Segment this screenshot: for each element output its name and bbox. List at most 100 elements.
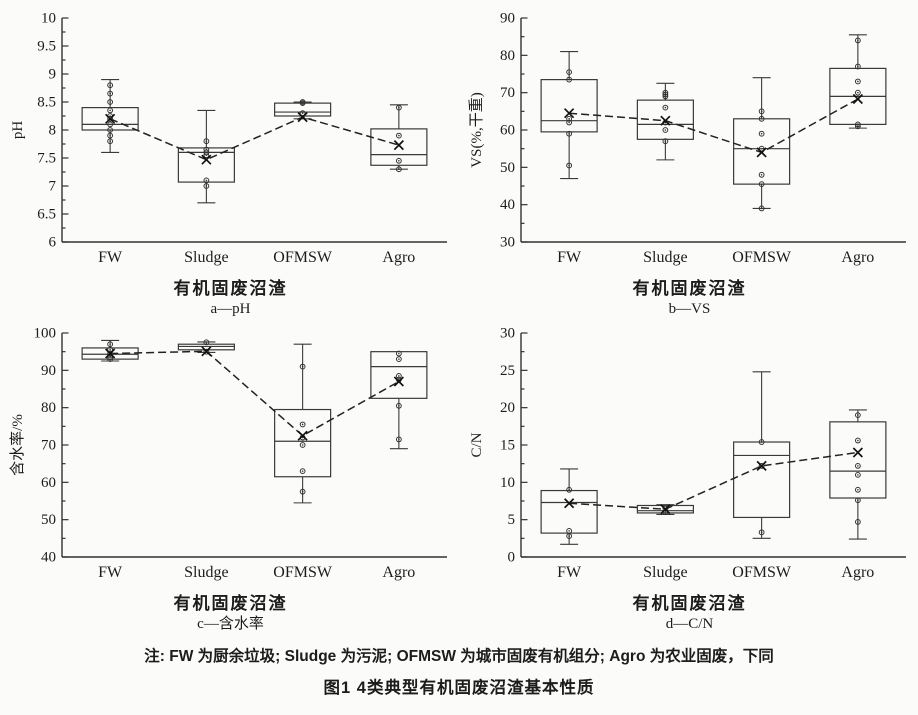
data-point-dot [109, 92, 111, 95]
data-point [299, 100, 306, 107]
data-point-dot [760, 531, 763, 534]
y-tick-label: 70 [500, 85, 515, 101]
mean-marker [660, 115, 671, 126]
data-point [854, 78, 861, 85]
data-point [395, 373, 402, 379]
data-point [203, 183, 210, 189]
data-point-dot [109, 140, 111, 142]
y-axis-title: C/N [469, 432, 485, 457]
data-point-dot [760, 174, 763, 176]
data-point-dot [398, 134, 400, 137]
data-point-dot [760, 110, 763, 113]
data-point [758, 171, 765, 178]
figure-title: 图1 4类典型有机固废沼渣基本性质 [323, 679, 595, 697]
data-point-dot [109, 109, 111, 112]
data-point [662, 127, 669, 133]
data-point-dot [760, 207, 763, 210]
data-point [203, 339, 210, 346]
data-point [299, 488, 306, 495]
boxplot-a-ph: 6 6.5 7 7.5 8 8.5 9 9.5 10 FW Sludge OFMSW Agro pH [10, 11, 447, 266]
data-point [758, 145, 765, 152]
y-tick-label: 6 [49, 235, 57, 251]
data-point-dot [109, 84, 111, 86]
data-point-dot [398, 358, 400, 360]
y-tick-label: 8.5 [37, 95, 56, 111]
data-point [107, 346, 114, 353]
boxplot-d-cn: 0 5 10 15 20 25 30 FW Sludge OFMSW Agro C/N [469, 326, 906, 581]
data-point [854, 63, 861, 70]
data-point [395, 157, 402, 164]
data-point-dot [301, 444, 304, 446]
data-point-dot [760, 147, 763, 150]
y-tick-label: 80 [41, 400, 56, 416]
data-point-dot [398, 375, 400, 377]
y-tick-label: 25 [500, 363, 515, 379]
box [829, 421, 887, 499]
y-tick-label: 100 [34, 326, 57, 342]
data-point-dot [109, 358, 111, 360]
y-tick-label: 60 [41, 475, 56, 491]
mean-marker [756, 460, 767, 472]
panel-grid: 6 6.5 7 7.5 8 8.5 9 9.5 10 FW Sludge OFMSW Agro pH 有机… [6, 6, 906, 632]
y-tick-label: 60 [500, 123, 515, 139]
y-axis-title: 含水率/% [9, 414, 26, 476]
y-tick-label: 8 [49, 123, 57, 139]
data-point [203, 177, 210, 184]
data-point-dot [398, 106, 400, 109]
data-point [107, 115, 114, 122]
y-tick-label: 10 [41, 11, 56, 27]
data-point [107, 90, 114, 97]
mean-marker [297, 112, 308, 123]
x-axis-title-d: 有机固废沼渣 [632, 594, 747, 613]
panel-caption-a: a—pH [210, 301, 251, 317]
data-point-dot [568, 118, 570, 120]
data-point-dot [857, 65, 859, 68]
data-point-dot [568, 535, 570, 537]
data-point [395, 166, 402, 173]
data-point-dot [568, 121, 570, 124]
box [370, 128, 428, 166]
data-point [854, 497, 861, 504]
data-point-dot [205, 140, 208, 142]
data-point-dot [568, 132, 570, 135]
data-point-dot [301, 365, 304, 368]
data-point-dot [664, 95, 667, 98]
data-point [758, 115, 765, 122]
box [540, 78, 598, 133]
mean-marker [852, 447, 863, 458]
data-point-dot [568, 71, 570, 73]
mean-marker [393, 376, 404, 387]
x-category-label: OFMSW [273, 249, 333, 266]
data-point [854, 89, 861, 96]
data-point [854, 437, 861, 444]
data-point [758, 205, 765, 212]
y-tick-label: 40 [41, 550, 56, 566]
data-point [854, 37, 861, 44]
panel-a: 6 6.5 7 7.5 8 8.5 9 9.5 10 FW Sludge OFMSW Agro pH 有机… [6, 6, 455, 319]
data-point-dot [109, 343, 111, 345]
panel-caption-b: b—VS [668, 301, 711, 317]
data-point-dot [398, 352, 400, 355]
x-axis-title-b: 有机固废沼渣 [632, 279, 747, 298]
data-point-dot [664, 511, 667, 513]
data-point [566, 119, 573, 126]
data-point [203, 348, 210, 355]
box [177, 147, 235, 183]
x-category-label: Sludge [643, 564, 687, 581]
data-point [107, 138, 114, 145]
mean-marker [756, 147, 767, 158]
data-point-dot [857, 499, 859, 502]
x-category-label: Sludge [184, 564, 228, 581]
data-point [662, 138, 669, 145]
data-point-dot [760, 183, 763, 185]
data-point [854, 471, 861, 478]
data-point-dot [857, 521, 859, 523]
data-point-dot [109, 101, 111, 103]
y-tick-label: 6.5 [37, 207, 56, 223]
mean-marker [852, 93, 863, 105]
data-point-dot [301, 101, 304, 103]
data-point-dot [205, 154, 208, 156]
y-tick-label: 90 [500, 11, 515, 27]
x-category-label: Agro [382, 564, 415, 581]
